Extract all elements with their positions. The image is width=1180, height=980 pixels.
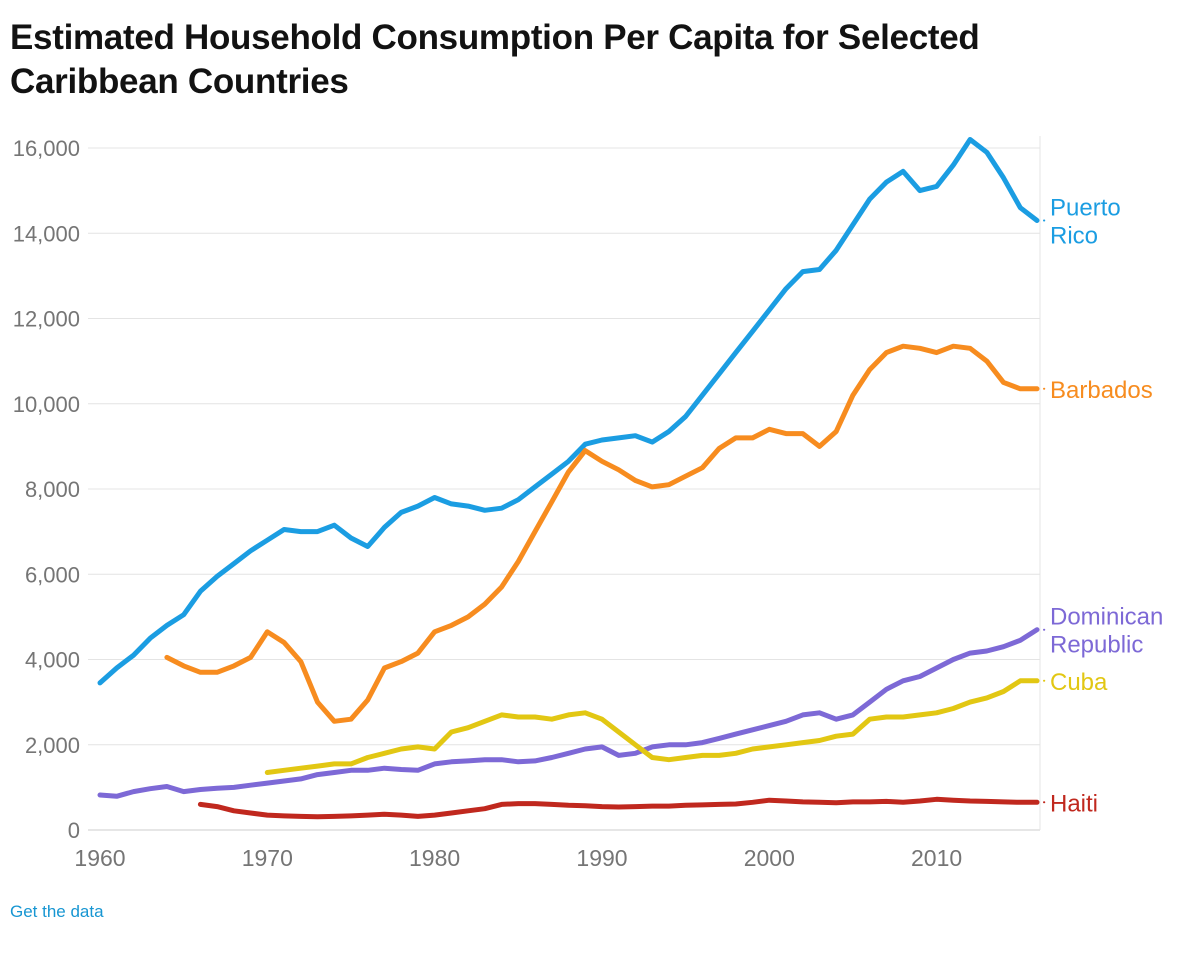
chart-footer: Get the data	[0, 888, 1180, 922]
x-axis-tick-label: 2000	[744, 845, 795, 871]
series-line-barbados	[164, 343, 1040, 724]
y-axis-tick-label: 10,000	[13, 392, 80, 417]
series-line-haiti	[197, 796, 1040, 820]
series-line-dominican-republic	[97, 627, 1040, 799]
title-line-1: Estimated Household Consumption Per Capi…	[10, 18, 980, 57]
y-axis-tick-label: 16,000	[13, 136, 80, 161]
series-label-puerto-rico: Puerto	[1050, 195, 1121, 222]
series-line-puerto-rico	[97, 137, 1040, 686]
page-title: Estimated Household Consumption Per Capi…	[0, 0, 1180, 104]
x-axis-tick-label: 1990	[576, 845, 627, 871]
y-axis-tick-label: 6,000	[25, 562, 80, 587]
series-label-haiti: Haiti	[1050, 790, 1098, 817]
y-axis-tick-label: 2,000	[25, 733, 80, 758]
get-data-link[interactable]: Get the data	[10, 902, 104, 922]
y-axis-tick-label: 0	[68, 818, 80, 843]
x-axis-tick-label: 2010	[911, 845, 962, 871]
y-axis-tick-label: 8,000	[25, 477, 80, 502]
series-label-puerto-rico: Rico	[1050, 223, 1098, 250]
series-label-cuba: Cuba	[1050, 669, 1108, 696]
y-axis-tick-label: 12,000	[13, 307, 80, 332]
x-axis-tick-label: 1960	[74, 845, 125, 871]
series-label-dominican-republic: Dominican	[1050, 604, 1163, 631]
series-label-barbados: Barbados	[1050, 377, 1153, 404]
y-axis-tick-label: 14,000	[13, 221, 80, 246]
line-chart: 0 2,000 4,000 6,000 8,000 10,000 12,000 14,000 1…	[0, 110, 1180, 888]
x-axis-tick-label: 1970	[242, 845, 293, 871]
y-axis-tick-label: 4,000	[25, 648, 80, 673]
series-line-cuba	[264, 678, 1040, 776]
x-axis-tick-label: 1980	[409, 845, 460, 871]
chart-canvas: 0 2,000 4,000 6,000 8,000 10,000 12,000 14,000 1…	[13, 136, 1163, 871]
series-label-dominican-republic: Republic	[1050, 632, 1143, 659]
title-line-2: Caribbean Countries	[10, 62, 349, 102]
